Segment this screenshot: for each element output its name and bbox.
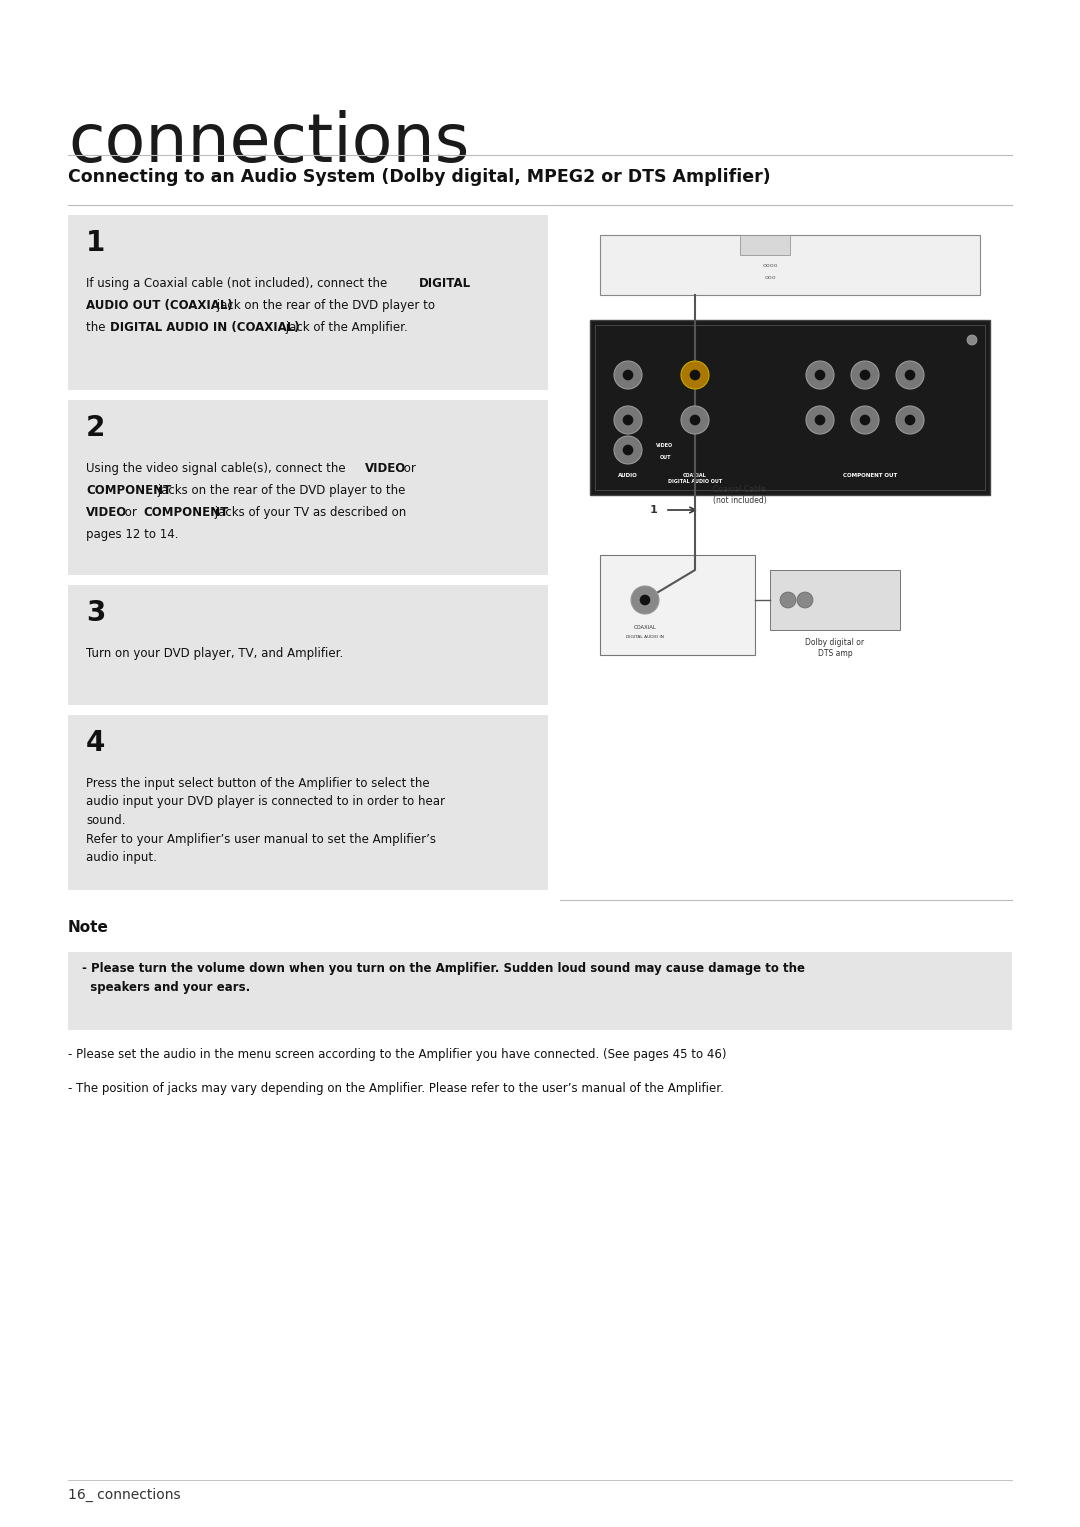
Text: COMPONENT: COMPONENT <box>86 484 172 496</box>
Text: ooo: ooo <box>765 275 775 279</box>
Text: 16_ connections: 16_ connections <box>68 1487 180 1503</box>
Circle shape <box>806 406 834 434</box>
Text: jacks of your TV as described on: jacks of your TV as described on <box>211 505 406 519</box>
Bar <box>740 235 789 255</box>
Text: or: or <box>400 463 416 475</box>
Bar <box>770 570 900 631</box>
Text: or: or <box>121 505 140 519</box>
Text: COMPONENT: COMPONENT <box>143 505 228 519</box>
Circle shape <box>690 415 700 426</box>
Text: 1: 1 <box>86 229 105 257</box>
Text: AUDIO OUT (COAXIAL): AUDIO OUT (COAXIAL) <box>86 299 233 312</box>
Circle shape <box>615 437 642 464</box>
Circle shape <box>905 370 916 380</box>
Text: 3: 3 <box>86 599 106 628</box>
Text: AUDIO: AUDIO <box>618 473 638 478</box>
Circle shape <box>681 406 708 434</box>
Bar <box>600 235 980 295</box>
Circle shape <box>623 444 633 455</box>
Circle shape <box>631 586 659 614</box>
Text: VIDEO: VIDEO <box>657 443 674 447</box>
Text: Dolby digital or
DTS amp: Dolby digital or DTS amp <box>806 638 865 658</box>
Circle shape <box>806 360 834 389</box>
Circle shape <box>860 370 870 380</box>
Circle shape <box>615 406 642 434</box>
Circle shape <box>896 406 924 434</box>
Circle shape <box>814 415 825 426</box>
Text: OUT: OUT <box>659 455 671 460</box>
Bar <box>595 325 985 490</box>
Text: jack of the Amplifier.: jack of the Amplifier. <box>282 321 408 334</box>
Circle shape <box>814 370 825 380</box>
Circle shape <box>780 592 796 608</box>
Text: - Please set the audio in the menu screen according to the Amplifier you have co: - Please set the audio in the menu scree… <box>68 1048 727 1061</box>
Text: connections: connections <box>68 110 470 176</box>
Text: Connecting to an Audio System (Dolby digital, MPEG2 or DTS Amplifier): Connecting to an Audio System (Dolby dig… <box>68 168 771 186</box>
Text: COAXIAL
DIGITAL AUDIO OUT: COAXIAL DIGITAL AUDIO OUT <box>667 473 723 484</box>
Text: jacks on the rear of the DVD player to the: jacks on the rear of the DVD player to t… <box>154 484 405 496</box>
Circle shape <box>623 415 633 426</box>
Bar <box>590 321 990 495</box>
Text: VIDEO: VIDEO <box>365 463 406 475</box>
Bar <box>68 585 548 705</box>
Text: Turn on your DVD player, TV, and Amplifier.: Turn on your DVD player, TV, and Amplifi… <box>86 647 343 660</box>
Text: 2: 2 <box>86 414 106 441</box>
Text: Coaxial Cable
(not included): Coaxial Cable (not included) <box>713 486 767 505</box>
Text: If using a Coaxial cable (not included), connect the: If using a Coaxial cable (not included),… <box>86 276 391 290</box>
Circle shape <box>851 406 879 434</box>
Text: Using the video signal cable(s), connect the: Using the video signal cable(s), connect… <box>86 463 349 475</box>
Text: - The position of jacks may vary depending on the Amplifier. Please refer to the: - The position of jacks may vary dependi… <box>68 1083 724 1095</box>
Text: pages 12 to 14.: pages 12 to 14. <box>86 528 178 541</box>
Text: the: the <box>86 321 109 334</box>
Circle shape <box>623 370 633 380</box>
Text: COAXIAL: COAXIAL <box>634 625 657 631</box>
Circle shape <box>967 334 977 345</box>
Text: 1: 1 <box>649 505 657 515</box>
Bar <box>68 951 1012 1031</box>
Text: VIDEO: VIDEO <box>86 505 127 519</box>
Text: 4: 4 <box>86 728 106 757</box>
Text: COMPONENT OUT: COMPONENT OUT <box>842 473 897 478</box>
Bar <box>68 715 548 890</box>
Bar <box>600 554 755 655</box>
Circle shape <box>896 360 924 389</box>
Circle shape <box>615 360 642 389</box>
Circle shape <box>797 592 813 608</box>
Circle shape <box>851 360 879 389</box>
Text: DIGITAL AUDIO IN: DIGITAL AUDIO IN <box>626 635 664 638</box>
Text: oooo: oooo <box>762 263 778 269</box>
Text: Press the input select button of the Amplifier to select the
audio input your DV: Press the input select button of the Amp… <box>86 777 445 864</box>
Circle shape <box>860 415 870 426</box>
Text: - Please turn the volume down when you turn on the Amplifier. Sudden loud sound : - Please turn the volume down when you t… <box>82 962 805 994</box>
Circle shape <box>690 370 700 380</box>
Text: DIGITAL: DIGITAL <box>419 276 471 290</box>
Circle shape <box>905 415 916 426</box>
Circle shape <box>639 594 650 605</box>
Bar <box>68 400 548 576</box>
Text: Note: Note <box>68 919 109 935</box>
Circle shape <box>681 360 708 389</box>
Text: DIGITAL AUDIO IN (COAXIAL): DIGITAL AUDIO IN (COAXIAL) <box>110 321 299 334</box>
Text: jack on the rear of the DVD player to: jack on the rear of the DVD player to <box>213 299 435 312</box>
Bar <box>68 215 548 389</box>
